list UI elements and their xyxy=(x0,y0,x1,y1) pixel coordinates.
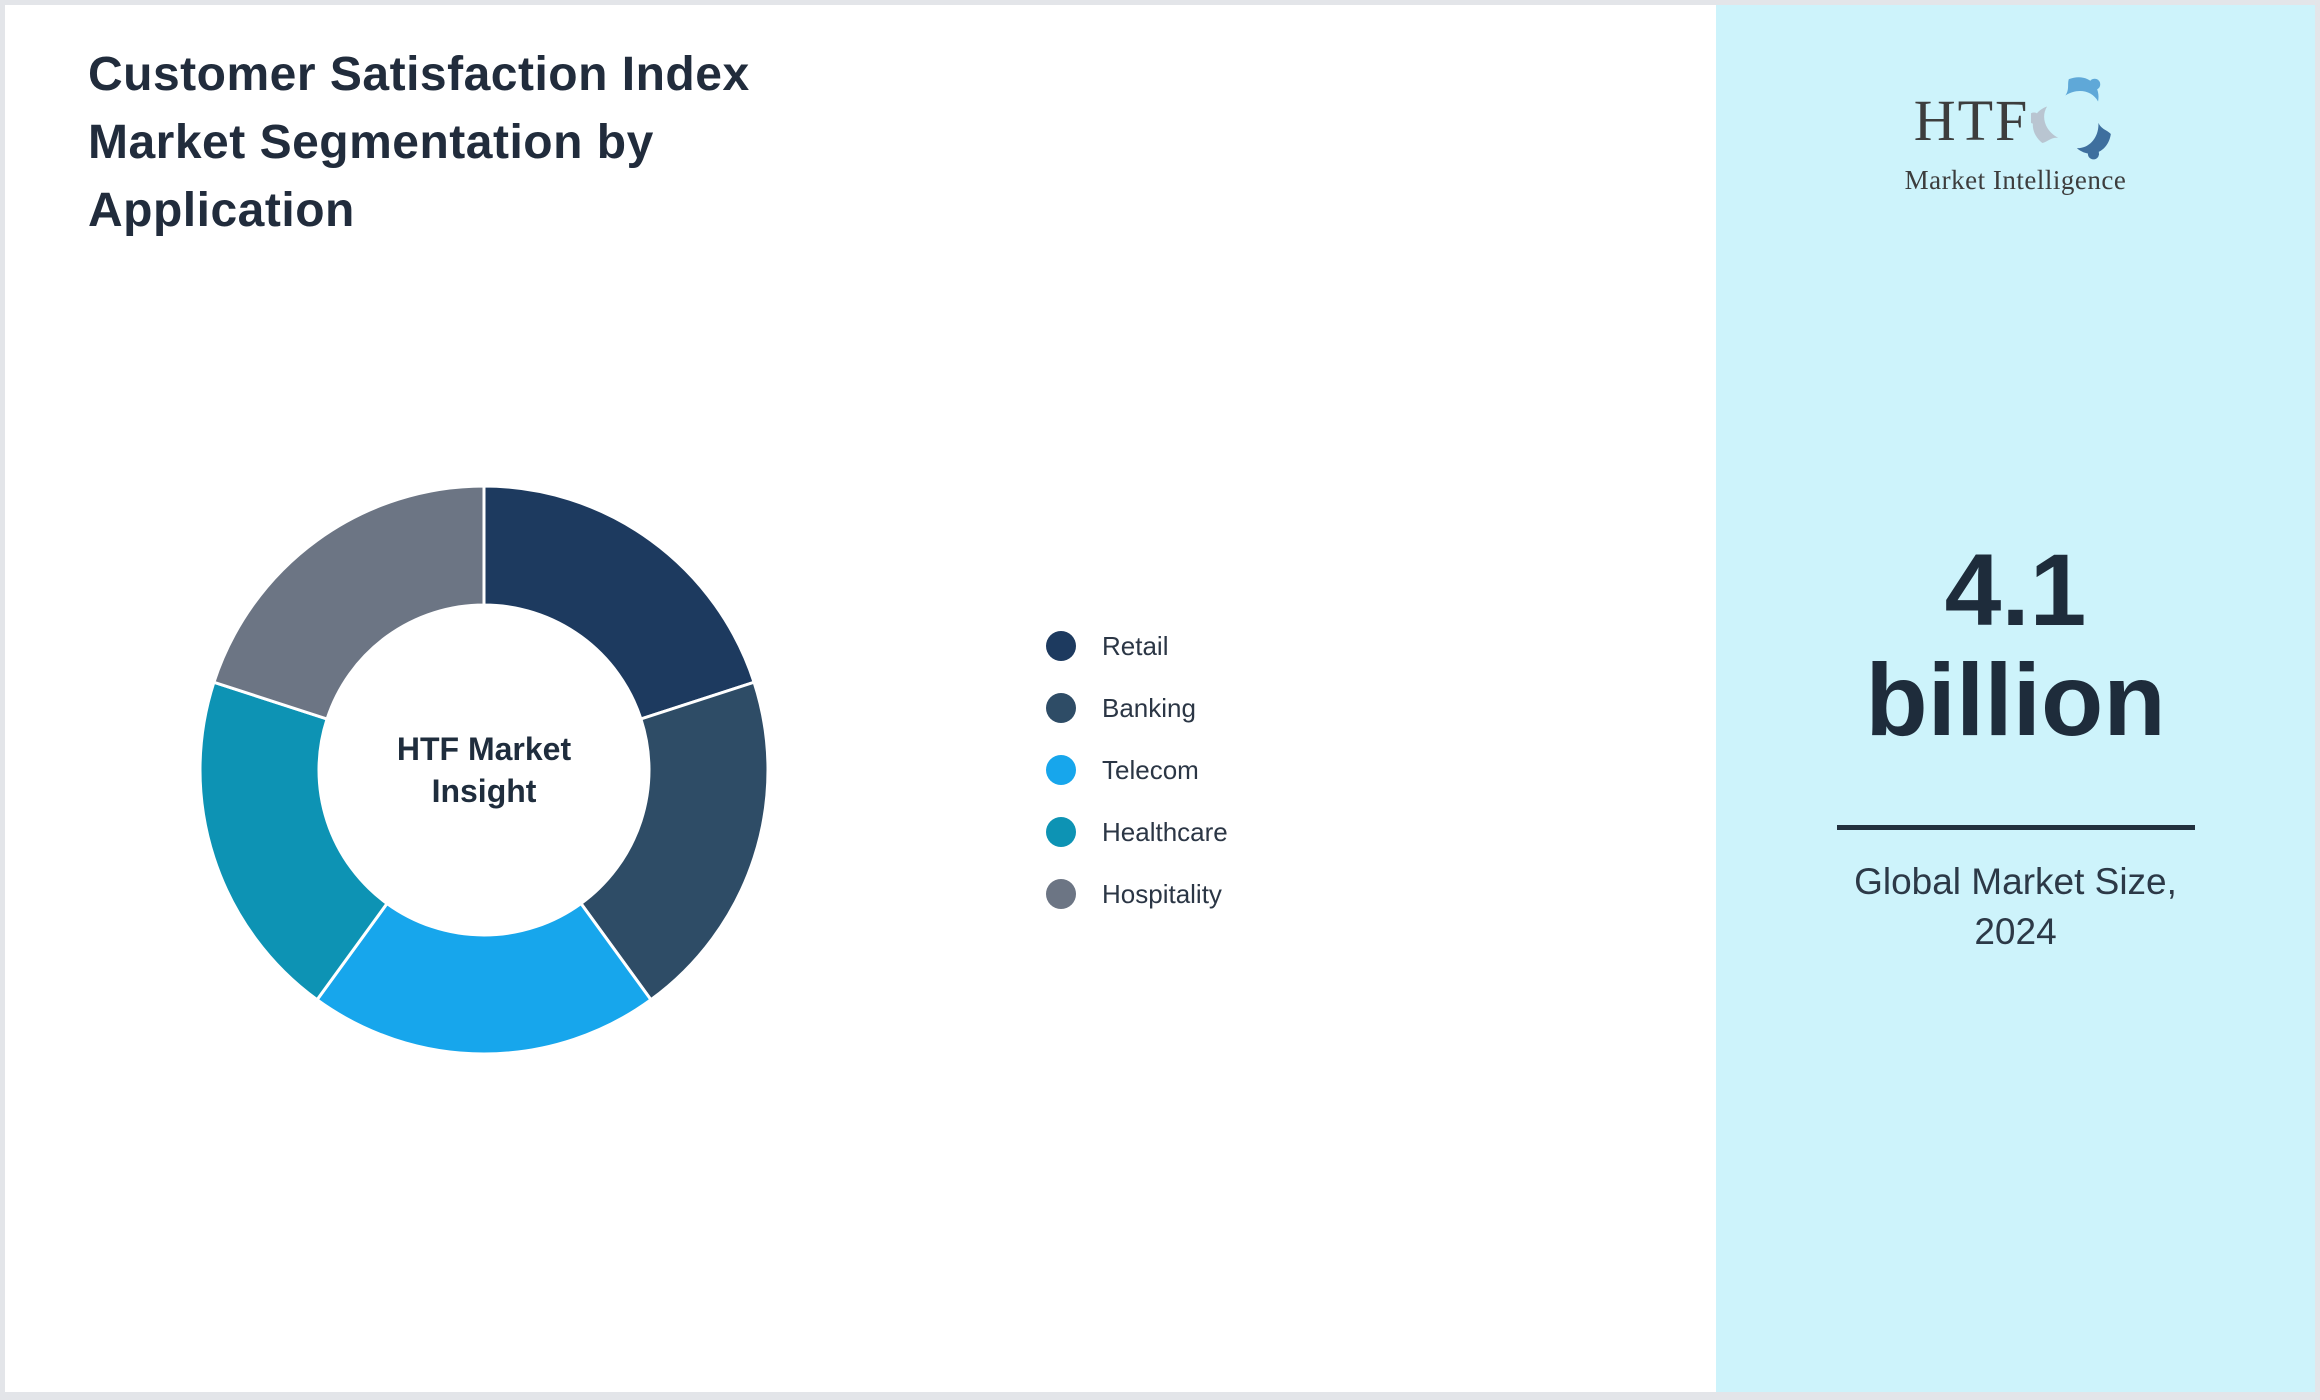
legend-item-banking: Banking xyxy=(1046,693,1228,723)
legend-swatch-telecom xyxy=(1046,755,1076,785)
donut-slice-banking xyxy=(578,680,770,1002)
donut-slice-hospitality xyxy=(212,484,486,721)
chart-legend: Retail Banking Telecom Healthcare Hospitalit… xyxy=(1046,631,1228,941)
legend-label: Healthcare xyxy=(1102,816,1228,847)
legend-label: Hospitality xyxy=(1102,878,1222,909)
donut-svg xyxy=(198,484,770,1056)
legend-item-healthcare: Healthcare xyxy=(1046,817,1228,847)
market-size-value-wrap: 4.1 billion xyxy=(1716,535,2315,755)
page-background: Customer Satisfaction Index Market Segme… xyxy=(5,5,2315,1392)
logo-subtext: Market Intelligence xyxy=(1904,165,2127,195)
legend-item-hospitality: Hospitality xyxy=(1046,879,1228,909)
legend-item-retail: Retail xyxy=(1046,631,1228,661)
legend-swatch-healthcare xyxy=(1046,817,1076,847)
legend-item-telecom: Telecom xyxy=(1046,755,1228,785)
legend-label: Telecom xyxy=(1102,754,1199,785)
market-size-label-wrap: Global Market Size, 2024 xyxy=(1716,857,2315,957)
legend-label: Retail xyxy=(1102,630,1169,661)
sidebar: HTF xyxy=(1716,5,2315,1392)
logo-text: HTF xyxy=(1913,88,2030,153)
legend-swatch-hospitality xyxy=(1046,879,1076,909)
donut-slice-healthcare xyxy=(198,680,390,1002)
page-title: Customer Satisfaction Index Market Segme… xyxy=(88,48,750,237)
legend-label: Banking xyxy=(1102,692,1196,723)
market-size-value: 4.1 billion xyxy=(1865,533,2166,757)
logo-swirl-icon xyxy=(2031,77,2112,160)
logo-row: HTF xyxy=(1914,73,2118,169)
market-size-label: Global Market Size, 2024 xyxy=(1854,861,2177,952)
divider-line xyxy=(1836,825,2195,830)
htf-logo: HTF xyxy=(1716,73,2315,196)
legend-swatch-banking xyxy=(1046,693,1076,723)
donut-slice-telecom xyxy=(314,901,654,1056)
legend-swatch-retail xyxy=(1046,631,1076,661)
donut-slice-retail xyxy=(482,484,756,721)
donut-chart: HTF Market Insight xyxy=(194,480,774,1060)
